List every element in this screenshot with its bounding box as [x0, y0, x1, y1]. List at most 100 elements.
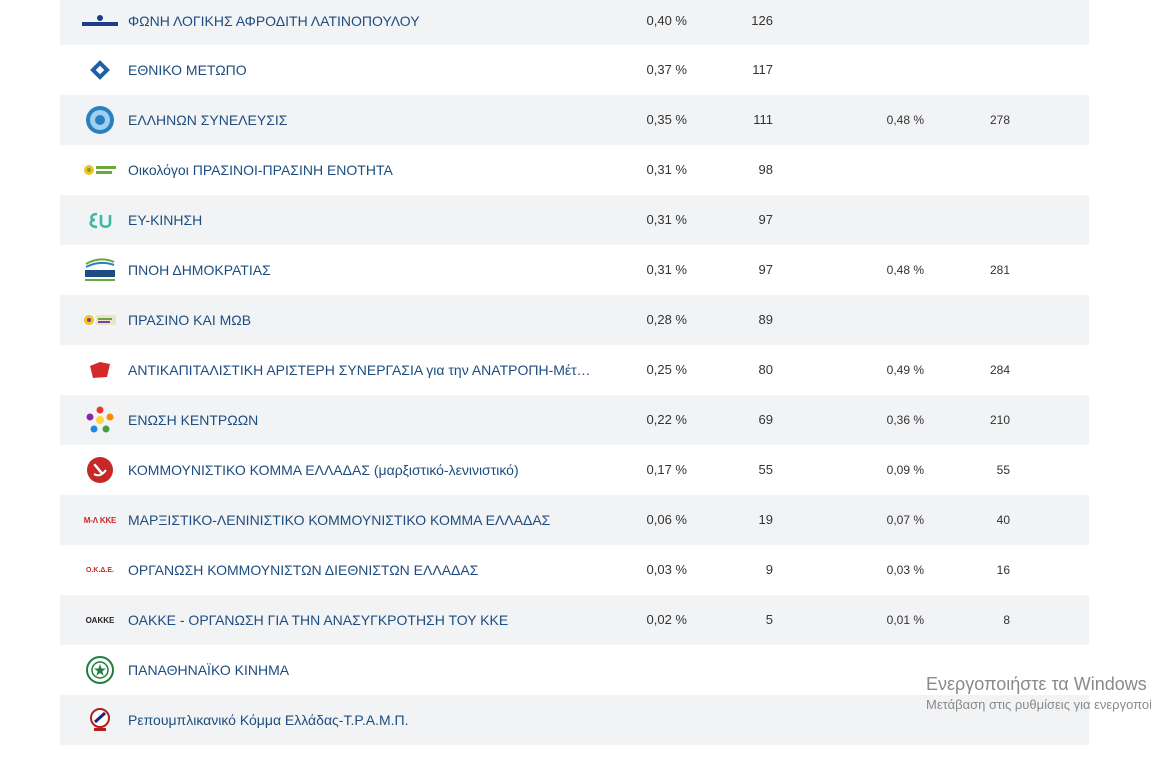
previous-vote-count: 16 — [996, 563, 1010, 577]
party-name-link[interactable]: ΕΝΩΣΗ ΚΕΝΤΡΩΩΝ — [128, 412, 259, 428]
logo-text: ΟΑΚΚΕ — [85, 615, 115, 625]
table-row: ΕΛΛΗΝΩΝ ΣΥΝΕΛΕΥΣΙΣ 0,35 % 111 0,48 % 278 — [60, 95, 1089, 145]
vote-count: 97 — [758, 212, 773, 227]
previous-vote-count — [950, 145, 1010, 195]
vote-count: 89 — [758, 312, 773, 327]
vote-count — [713, 645, 773, 695]
vote-percentage: 0,31 % — [646, 262, 687, 277]
vote-count: 19 — [758, 512, 773, 527]
table-row: Ρεπουμπλικανικό Κόμμα Ελλάδας-Τ.Ρ.Α.Μ.Π. — [60, 695, 1089, 745]
vote-percentage: 0,03 % — [646, 562, 687, 577]
party-name-link[interactable]: ΚΟΜΜΟΥΝΙΣΤΙΚΟ ΚΟΜΜΑ ΕΛΛΑΔΑΣ (μαρξιστικό-… — [128, 462, 519, 478]
party-name-link[interactable]: ΠΝΟΗ ΔΗΜΟΚΡΑΤΙΑΣ — [128, 262, 271, 278]
vote-percentage: 0,40 % — [646, 13, 687, 28]
previous-vote-count — [950, 0, 1010, 42]
ey-kinisi-logo-icon — [82, 205, 118, 235]
previous-vote-percentage — [854, 195, 924, 245]
vote-percentage: 0,35 % — [646, 112, 687, 127]
vote-percentage: 0,25 % — [646, 362, 687, 377]
previous-vote-count — [950, 45, 1010, 95]
party-name-link[interactable]: ΑΝΤΙΚΑΠΙΤΑΛΙΣΤΙΚΗ ΑΡΙΣΤΕΡΗ ΣΥΝΕΡΓΑΣΙΑ γι… — [128, 362, 598, 378]
previous-vote-percentage: 0,36 % — [886, 413, 924, 427]
party-name-link[interactable]: Οικολόγοι ΠΡΑΣΙΝΟΙ-ΠΡΑΣΙΝΗ ΕΝΟΤΗΤΑ — [128, 162, 393, 178]
vote-count — [713, 695, 773, 745]
ml-kke-logo-icon: Μ-Λ ΚΚΕ — [82, 505, 118, 535]
table-row: ΕΥ-ΚΙΝΗΣΗ 0,31 % 97 — [60, 195, 1089, 245]
table-row: ΕΝΩΣΗ ΚΕΝΤΡΩΩΝ 0,22 % 69 0,36 % 210 — [60, 395, 1089, 445]
table-row: ΚΟΜΜΟΥΝΙΣΤΙΚΟ ΚΟΜΜΑ ΕΛΛΑΔΑΣ (μαρξιστικό-… — [60, 445, 1089, 495]
table-row: ΕΘΝΙΚΟ ΜΕΤΩΠΟ 0,37 % 117 — [60, 45, 1089, 95]
previous-vote-count: 278 — [989, 113, 1010, 127]
vote-count: 9 — [765, 562, 773, 577]
table-row: ΟΑΚΚΕ ΟΑΚΚΕ - ΟΡΓΑΝΩΣΗ ΓΙΑ ΤΗΝ ΑΝΑΣΥΓΚΡΟ… — [60, 595, 1089, 645]
antarsya-logo-icon — [82, 355, 118, 385]
table-row: Μ-Λ ΚΚΕ ΜΑΡΞΙΣΤΙΚΟ-ΛΕΝΙΝΙΣΤΙΚΟ ΚΟΜΜΟΥΝΙΣ… — [60, 495, 1089, 545]
vote-count: 97 — [758, 262, 773, 277]
vote-count: 126 — [751, 13, 773, 28]
ellinon-syneleysis-logo-icon — [82, 105, 118, 135]
foni-logikis-logo-icon — [82, 6, 118, 36]
party-name-link[interactable]: Ρεπουμπλικανικό Κόμμα Ελλάδας-Τ.Ρ.Α.Μ.Π. — [128, 712, 409, 728]
previous-vote-count — [950, 295, 1010, 345]
previous-vote-count: 8 — [1003, 613, 1010, 627]
vote-count: 69 — [758, 412, 773, 427]
enosi-kentroon-logo-icon — [82, 405, 118, 435]
previous-vote-percentage: 0,49 % — [886, 363, 924, 377]
vote-percentage: 0,31 % — [646, 162, 687, 177]
panathinaiko-kinima-logo-icon — [82, 655, 118, 685]
table-row: ΠΡΑΣΙΝΟ ΚΑΙ ΜΩΒ 0,28 % 89 — [60, 295, 1089, 345]
party-name-link[interactable]: ΕΛΛΗΝΩΝ ΣΥΝΕΛΕΥΣΙΣ — [128, 112, 288, 128]
previous-vote-percentage — [854, 145, 924, 195]
results-table: ΦΩΝΗ ΛΟΓΙΚΗΣ ΑΦΡΟΔΙΤΗ ΛΑΤΙΝΟΠΟΥΛΟΥ 0,40 … — [60, 0, 1089, 745]
previous-vote-percentage — [854, 45, 924, 95]
previous-vote-percentage — [854, 0, 924, 42]
vote-count: 55 — [758, 462, 773, 477]
table-row: ΠΑΝΑΘΗΝΑΪΚΟ ΚΙΝΗΜΑ — [60, 645, 1089, 695]
vote-count: 80 — [758, 362, 773, 377]
table-row: ΠΝΟΗ ΔΗΜΟΚΡΑΤΙΑΣ 0,31 % 97 0,48 % 281 — [60, 245, 1089, 295]
vote-percentage: 0,02 % — [646, 612, 687, 627]
ethniko-metopo-logo-icon — [82, 55, 118, 85]
logo-text: Ο.Κ.Δ.Ε. — [86, 566, 114, 574]
table-row: Οικολόγοι ΠΡΑΣΙΝΟΙ-ΠΡΑΣΙΝΗ ΕΝΟΤΗΤΑ 0,31 … — [60, 145, 1089, 195]
pnoi-dimokratias-logo-icon — [82, 255, 118, 285]
previous-vote-percentage — [854, 695, 924, 745]
trump-party-logo-icon — [82, 705, 118, 735]
previous-vote-count: 281 — [989, 263, 1010, 277]
vote-count: 98 — [758, 162, 773, 177]
vote-count: 5 — [765, 612, 773, 627]
windows-activation-watermark: Ενεργοποιήστε τα Windows Μετάβαση στις ρ… — [926, 672, 1151, 714]
party-name-link[interactable]: ΠΡΑΣΙΝΟ ΚΑΙ ΜΩΒ — [128, 312, 252, 328]
vote-count: 111 — [753, 112, 773, 127]
vote-percentage: 0,31 % — [646, 212, 687, 227]
prasino-kai-mov-logo-icon — [82, 305, 118, 335]
previous-vote-count: 40 — [996, 513, 1010, 527]
previous-vote-count: 210 — [989, 413, 1010, 427]
table-row: Ο.Κ.Δ.Ε. ΟΡΓΑΝΩΣΗ ΚΟΜΜΟΥΝΙΣΤΩΝ ΔΙΕΘΝΙΣΤΩ… — [60, 545, 1089, 595]
vote-percentage — [607, 645, 687, 695]
party-name-link[interactable]: ΟΑΚΚΕ - ΟΡΓΑΝΩΣΗ ΓΙΑ ΤΗΝ ΑΝΑΣΥΓΚΡΟΤΗΣΗ Τ… — [128, 612, 509, 628]
party-name-link[interactable]: ΦΩΝΗ ΛΟΓΙΚΗΣ ΑΦΡΟΔΙΤΗ ΛΑΤΙΝΟΠΟΥΛΟΥ — [128, 13, 420, 29]
previous-vote-count — [950, 195, 1010, 245]
party-name-link[interactable]: ΠΑΝΑΘΗΝΑΪΚΟ ΚΙΝΗΜΑ — [128, 662, 290, 678]
previous-vote-count: 55 — [996, 463, 1010, 477]
vote-percentage — [607, 695, 687, 745]
vote-count: 117 — [752, 62, 773, 77]
party-name-link[interactable]: ΕΘΝΙΚΟ ΜΕΤΩΠΟ — [128, 62, 247, 78]
party-name-link[interactable]: ΕΥ-ΚΙΝΗΣΗ — [128, 212, 203, 228]
party-name-link[interactable]: ΟΡΓΑΝΩΣΗ ΚΟΜΜΟΥΝΙΣΤΩΝ ΔΙΕΘΝΙΣΤΩΝ ΕΛΛΑΔΑΣ — [128, 562, 479, 578]
previous-vote-percentage — [854, 295, 924, 345]
watermark-title: Ενεργοποιήστε τα Windows — [926, 674, 1147, 694]
table-row: ΑΝΤΙΚΑΠΙΤΑΛΙΣΤΙΚΗ ΑΡΙΣΤΕΡΗ ΣΥΝΕΡΓΑΣΙΑ γι… — [60, 345, 1089, 395]
previous-vote-count: 284 — [989, 363, 1010, 377]
vote-percentage: 0,28 % — [646, 312, 687, 327]
watermark-subtitle: Μετάβαση στις ρυθμίσεις για ενεργοποίηση… — [926, 697, 1151, 712]
logo-text: Μ-Λ ΚΚΕ — [83, 515, 117, 525]
previous-vote-percentage: 0,48 % — [886, 113, 924, 127]
vote-percentage: 0,22 % — [646, 412, 687, 427]
previous-vote-percentage — [854, 645, 924, 695]
party-name-link[interactable]: ΜΑΡΞΙΣΤΙΚΟ-ΛΕΝΙΝΙΣΤΙΚΟ ΚΟΜΜΟΥΝΙΣΤΙΚΟ ΚΟΜ… — [128, 512, 551, 528]
vote-percentage: 0,17 % — [646, 462, 687, 477]
table-row: ΦΩΝΗ ΛΟΓΙΚΗΣ ΑΦΡΟΔΙΤΗ ΛΑΤΙΝΟΠΟΥΛΟΥ 0,40 … — [60, 0, 1089, 45]
previous-vote-percentage: 0,09 % — [886, 463, 924, 477]
